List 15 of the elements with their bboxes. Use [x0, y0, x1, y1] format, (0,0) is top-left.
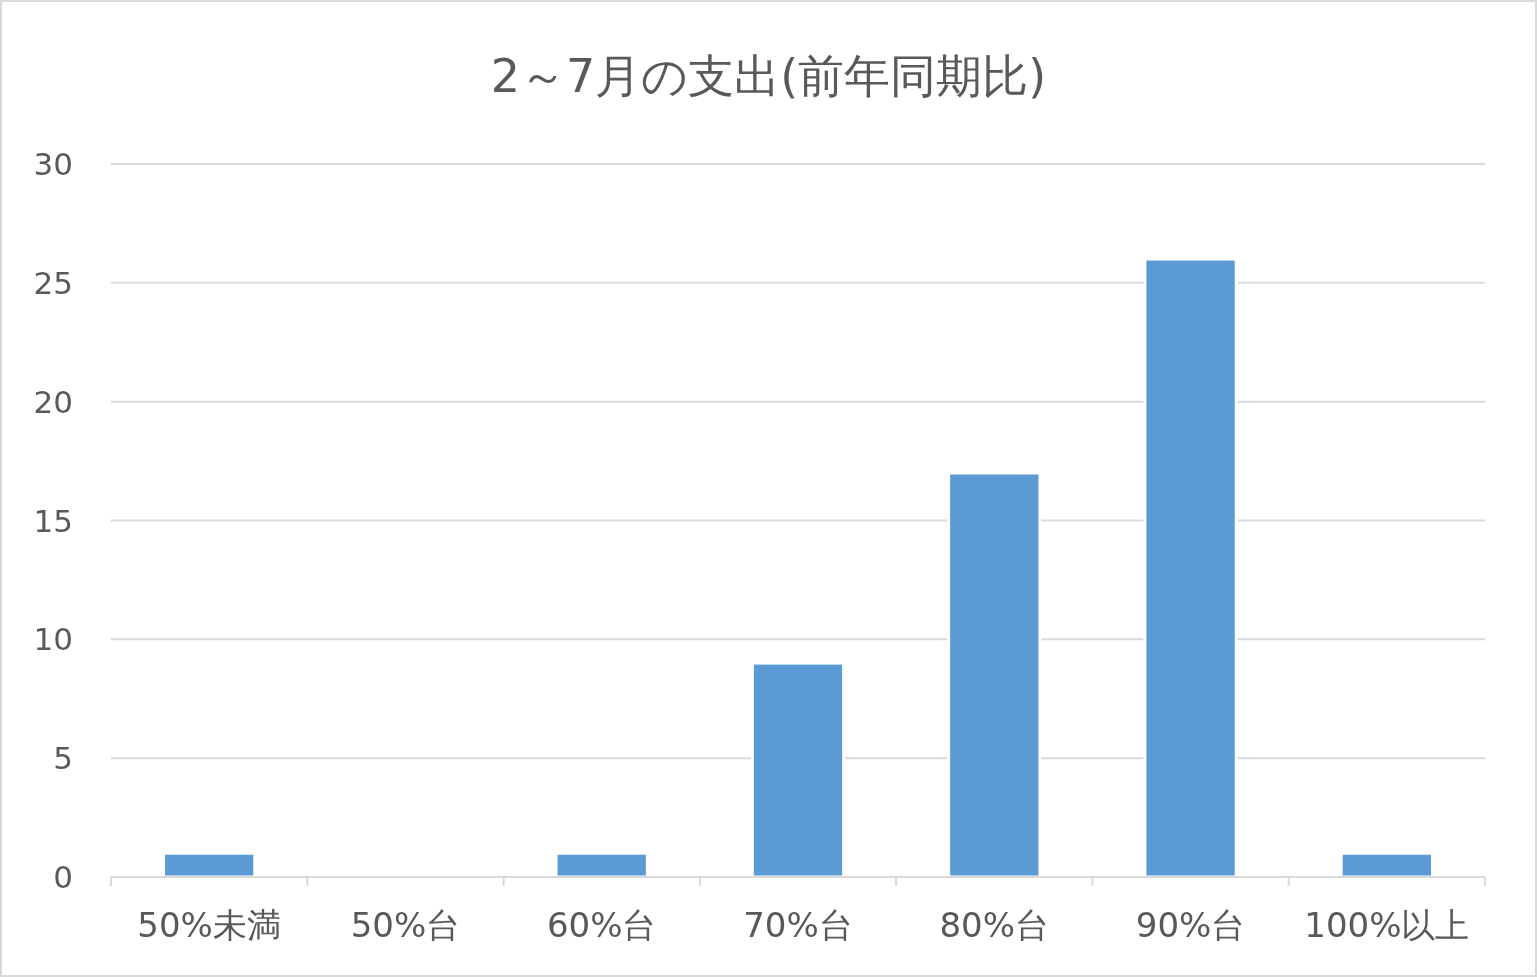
y-tick: 0 [53, 859, 73, 895]
x-tick: 80%台 [939, 905, 1050, 945]
x-tick: 70%台 [743, 905, 853, 945]
x-tick: 90%台 [1135, 905, 1246, 945]
y-tick: 25 [33, 264, 73, 301]
y-tick: 20 [33, 383, 73, 420]
x-tick: 60%台 [546, 905, 657, 945]
y-tick: 15 [33, 502, 73, 539]
y-tick: 5 [53, 740, 73, 777]
x-tick: 100%以上 [1304, 905, 1470, 945]
title: 2～7月の支出(前年同期比) [490, 49, 1047, 103]
x-tick: 50%未満 [137, 905, 281, 945]
x-tick: 50%台 [350, 905, 461, 945]
y-tick: 30 [33, 146, 73, 182]
y-tick: 10 [33, 621, 73, 658]
